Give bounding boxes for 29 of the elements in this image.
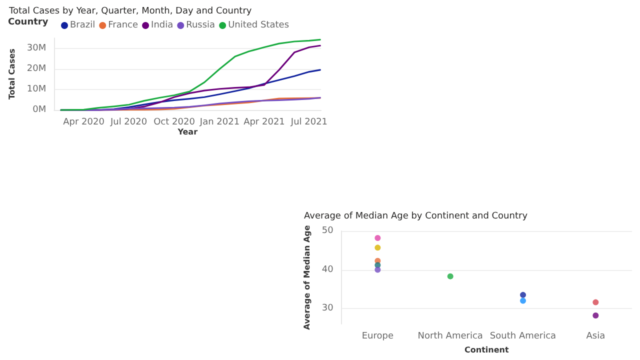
legend-label: Brazil: [70, 20, 96, 30]
x-tick-label: Oct 2020: [154, 118, 196, 128]
legend-title: Country: [8, 18, 48, 28]
x-tick-label: South America: [490, 332, 556, 342]
y-tick-label: 30: [322, 304, 334, 314]
y-tick-label: 50: [322, 226, 334, 236]
legend-label: France: [108, 20, 139, 30]
x-tick-label: Apr 2021: [244, 118, 285, 128]
x-tick-label: Jul 2020: [109, 118, 148, 128]
x-tick-label: Jul 2021: [290, 118, 328, 128]
y-tick-label: 30M: [26, 43, 46, 54]
x-tick-label: Jan 2021: [198, 118, 240, 128]
legend-label: India: [151, 20, 174, 30]
chart-title: Average of Median Age by Continent and Country: [304, 212, 528, 222]
y-tick-label: 0M: [32, 105, 46, 116]
x-tick-label: Europe: [362, 332, 394, 342]
y-axis-title: Total Cases: [8, 48, 16, 100]
x-tick-label: Apr 2020: [63, 118, 105, 128]
y-tick-label: 40: [322, 264, 334, 275]
legend-label: United States: [228, 20, 290, 30]
legend-label: Russia: [186, 20, 216, 30]
x-axis-title: Continent: [464, 345, 509, 354]
y-tick-label: 20M: [26, 64, 46, 74]
y-axis-title: Average of Median Age: [302, 224, 312, 330]
x-axis-title: Year: [176, 128, 198, 136]
y-tick-label: 10M: [26, 84, 46, 94]
x-tick-label: Asia: [586, 332, 606, 342]
chart-title: Total Cases by Year, Quarter, Month, Day and Country: [8, 6, 252, 16]
x-tick-label: North America: [418, 332, 483, 342]
